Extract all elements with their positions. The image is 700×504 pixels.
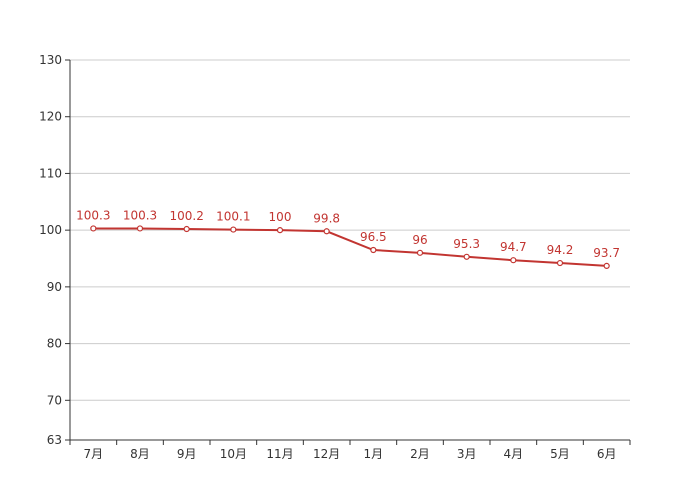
data-labels: 100.3 100.3 100.2 100.1 100 99.8 96.5 96 95.3 94.…: [76, 208, 620, 259]
data-point[interactable]: [323, 228, 330, 235]
x-tick-label: 11月: [266, 447, 293, 461]
data-point[interactable]: [556, 259, 564, 267]
data-label: 100.2: [169, 209, 203, 223]
x-tick-label: 9月: [177, 447, 197, 461]
x-tick-label: 10月: [220, 447, 247, 461]
data-label: 94.7: [500, 240, 527, 254]
y-tick-label: 90: [47, 280, 62, 294]
gridlines: [70, 59, 630, 401]
data-label: 100.1: [216, 210, 250, 224]
data-point[interactable]: [603, 262, 610, 269]
y-tick-label: 100: [39, 223, 62, 237]
data-label: 96: [412, 233, 427, 247]
x-tick-label: 2月: [410, 447, 430, 461]
x-tick-label: 8月: [130, 447, 150, 461]
y-tick-label: 130: [39, 53, 62, 67]
y-tick-label: 120: [39, 110, 62, 124]
data-point[interactable]: [136, 225, 144, 232]
y-tick-label: 63: [47, 433, 62, 447]
data-label: 93.7: [593, 246, 620, 260]
data-point[interactable]: [463, 253, 470, 260]
series-line-path: [93, 227, 607, 267]
y-tick-label: 110: [39, 166, 62, 180]
x-tick-label: 6月: [597, 447, 617, 461]
data-point[interactable]: [416, 249, 424, 256]
data-point[interactable]: [370, 246, 377, 254]
data-point[interactable]: [510, 257, 517, 264]
series-line: [90, 225, 610, 269]
data-label: 96.5: [360, 230, 387, 244]
x-tick-label: 5月: [550, 447, 570, 461]
y-tick-label: 70: [47, 393, 62, 407]
data-label: 94.2: [547, 243, 574, 257]
x-tick-label: 1月: [364, 447, 384, 461]
data-label: 95.3: [453, 237, 480, 251]
x-tick-label: 12月: [313, 447, 340, 461]
x-tick-label: 4月: [504, 447, 524, 461]
x-tick-label: 3月: [457, 447, 477, 461]
data-point[interactable]: [230, 226, 237, 233]
data-label: 100.3: [123, 208, 157, 222]
data-label: 99.8: [313, 211, 340, 225]
data-point[interactable]: [276, 227, 284, 234]
data-label: 100: [269, 210, 292, 224]
data-point[interactable]: [183, 225, 190, 233]
data-point[interactable]: [90, 225, 97, 232]
y-tick-label: 80: [47, 337, 62, 351]
axes: 63 70 80 90 100 110 120 130 7月 8月 9月 10月 11月 12月 1月 2月 3…: [39, 53, 631, 461]
data-label: 100.3: [76, 208, 110, 222]
x-tick-label: 7月: [84, 447, 104, 461]
